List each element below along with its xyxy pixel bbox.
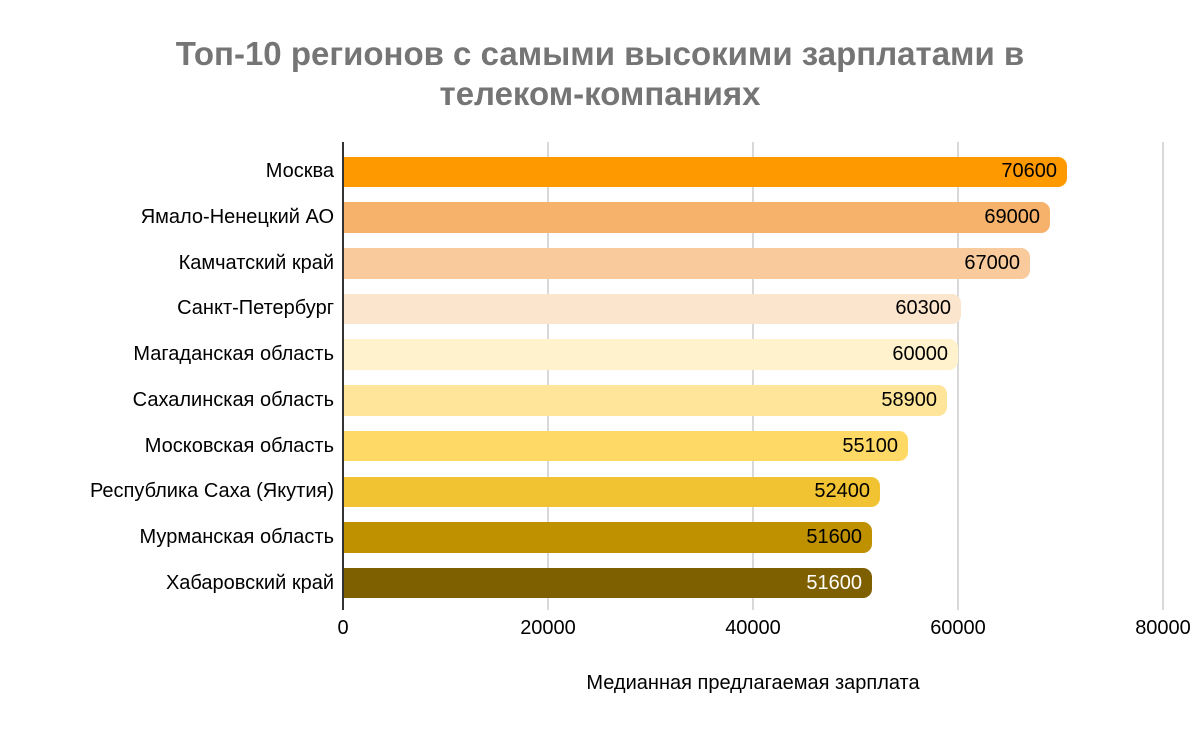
- bar-value-label: 67000: [964, 251, 1020, 274]
- gridline: [957, 142, 959, 610]
- bar-value-label: 51600: [806, 525, 862, 548]
- category-label: Магаданская область: [133, 343, 334, 366]
- bar: 60000: [344, 339, 958, 370]
- gridline: [1162, 142, 1164, 610]
- bar-value-label: 52400: [814, 480, 870, 503]
- x-tick-label: 40000: [725, 617, 781, 639]
- x-tick-label: 0: [337, 617, 349, 639]
- bar: 60300: [344, 293, 961, 325]
- category-label: Хабаровский край: [165, 571, 334, 594]
- bar-value-label: 51600: [806, 571, 862, 594]
- category-label: Московская область: [144, 434, 334, 457]
- bar-value-label: 60300: [895, 297, 951, 320]
- bar-value-label: 60000: [892, 343, 948, 366]
- y-axis-line: [342, 142, 344, 610]
- x-tick-label: 60000: [930, 617, 986, 639]
- category-label: Москва: [265, 160, 334, 183]
- bar: 58900: [344, 385, 947, 416]
- bar-value-label: 55100: [842, 434, 898, 457]
- category-label: Республика Саха (Якутия): [89, 480, 334, 503]
- category-label: Санкт-Петербург: [177, 297, 334, 320]
- bar: 69000: [344, 202, 1050, 233]
- category-label: Мурманская область: [139, 525, 334, 548]
- bar: 55100: [344, 430, 908, 462]
- x-tick-label: 20000: [520, 617, 576, 639]
- bar: 51600: [344, 567, 872, 599]
- category-label: Камчатский край: [178, 251, 334, 274]
- bar: 51600: [344, 522, 872, 553]
- x-tick-label: 80000: [1135, 617, 1191, 639]
- x-axis-title: Медианная предлагаемая зарплата: [586, 672, 920, 694]
- gridline: [547, 142, 549, 610]
- bar-value-label: 58900: [881, 388, 937, 411]
- bar: 52400: [344, 476, 880, 507]
- bar-value-label: 70600: [1001, 160, 1057, 183]
- category-label: Ямало-Ненецкий АО: [140, 206, 334, 229]
- bar: 67000: [344, 248, 1030, 279]
- bar: 70600: [344, 156, 1067, 188]
- bar-value-label: 69000: [984, 206, 1040, 229]
- category-label: Сахалинская область: [132, 388, 334, 411]
- chart-title: Топ-10 регионов с самыми высокими зарпла…: [175, 35, 1025, 112]
- gridline: [752, 142, 754, 610]
